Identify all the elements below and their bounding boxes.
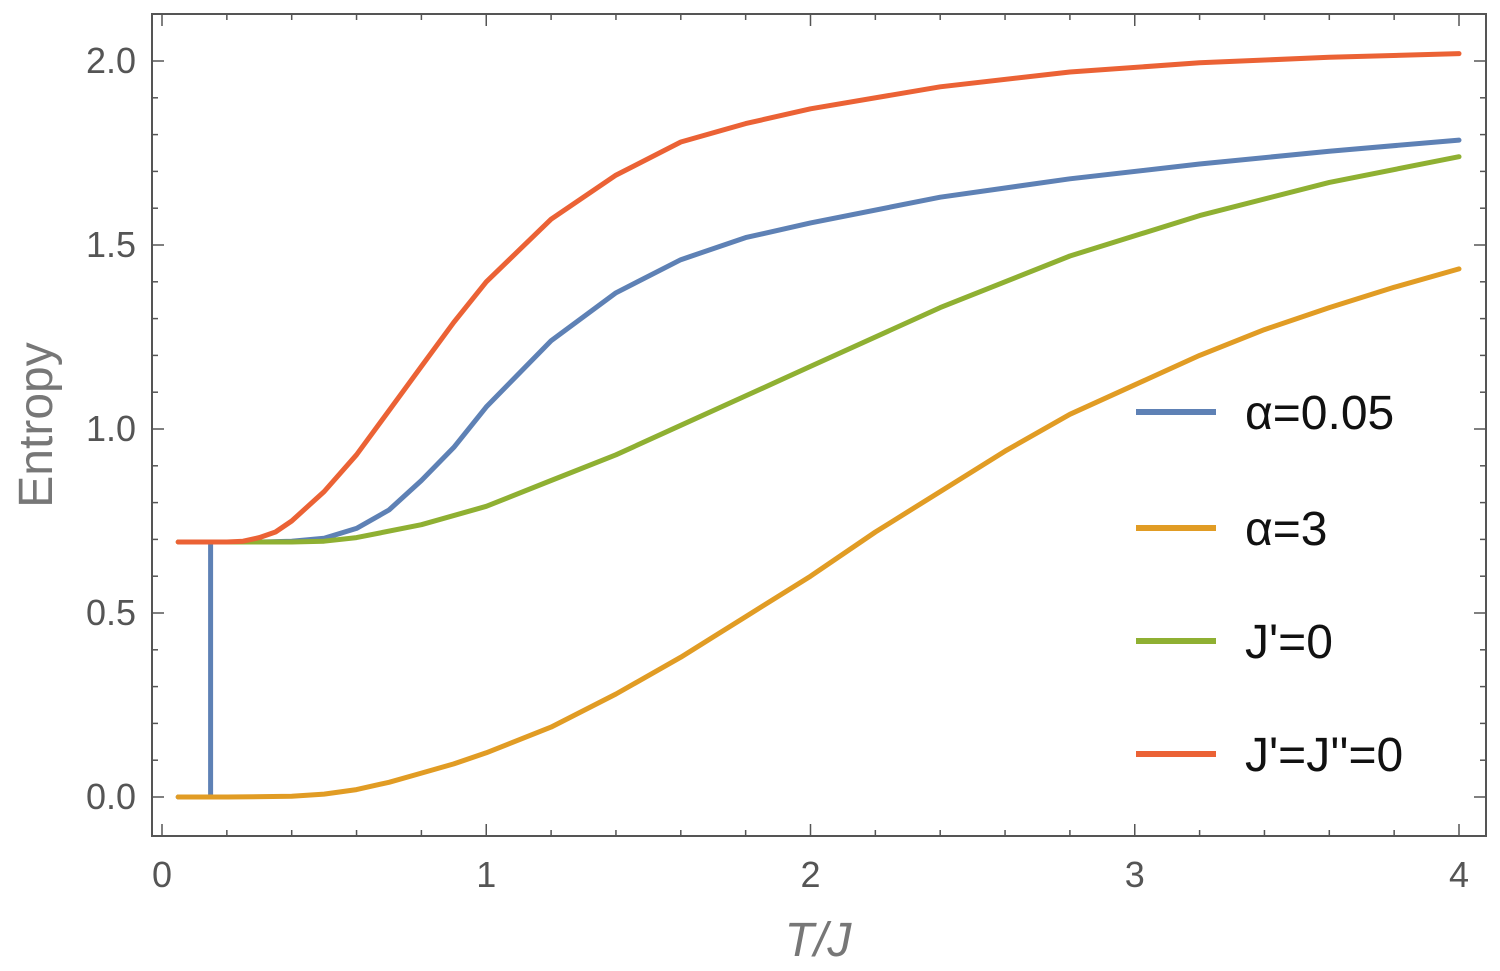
y-tick-label: 1.0 [86,408,136,449]
y-tick-label: 0.5 [86,592,136,633]
x-tick-label: 1 [476,854,496,895]
legend-label: J'=0 [1245,616,1333,669]
x-tick-label: 4 [1449,854,1469,895]
y-axis-label: Entropy [10,342,63,507]
tick-labels: 0 1 2 3 4 0.0 0.5 1.0 1.5 2.0 [86,40,1469,895]
y-tick-label: 1.5 [86,224,136,265]
series-line-2 [175,154,1462,545]
x-tick-label: 2 [800,854,820,895]
y-tick-label: 2.0 [86,40,136,81]
legend-label: α=3 [1245,503,1327,556]
legend-label: J'=J''=0 [1245,729,1403,782]
legend: α=0.05 α=3 J'=0 J'=J''=0 [1136,387,1403,782]
series-lines [175,51,1462,800]
series-line-0 [175,137,1462,800]
x-axis-label: T/J [785,914,853,967]
y-tick-label: 0.0 [86,776,136,817]
series-line-1 [175,266,1462,800]
x-tick-label: 0 [152,854,172,895]
series-line-3 [175,51,1462,545]
plot-frame [151,13,1487,837]
legend-label: α=0.05 [1245,387,1394,440]
x-tick-label: 3 [1125,854,1145,895]
